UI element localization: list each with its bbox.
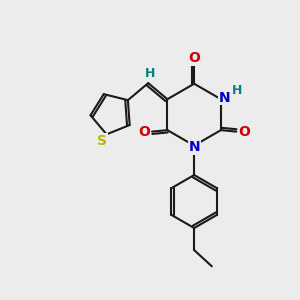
Text: N: N	[188, 140, 200, 154]
Text: O: O	[238, 124, 250, 139]
Text: H: H	[145, 67, 155, 80]
Text: S: S	[97, 134, 107, 148]
Text: O: O	[188, 51, 200, 65]
Text: H: H	[232, 84, 242, 97]
Text: O: O	[138, 124, 150, 139]
Text: N: N	[219, 91, 230, 105]
